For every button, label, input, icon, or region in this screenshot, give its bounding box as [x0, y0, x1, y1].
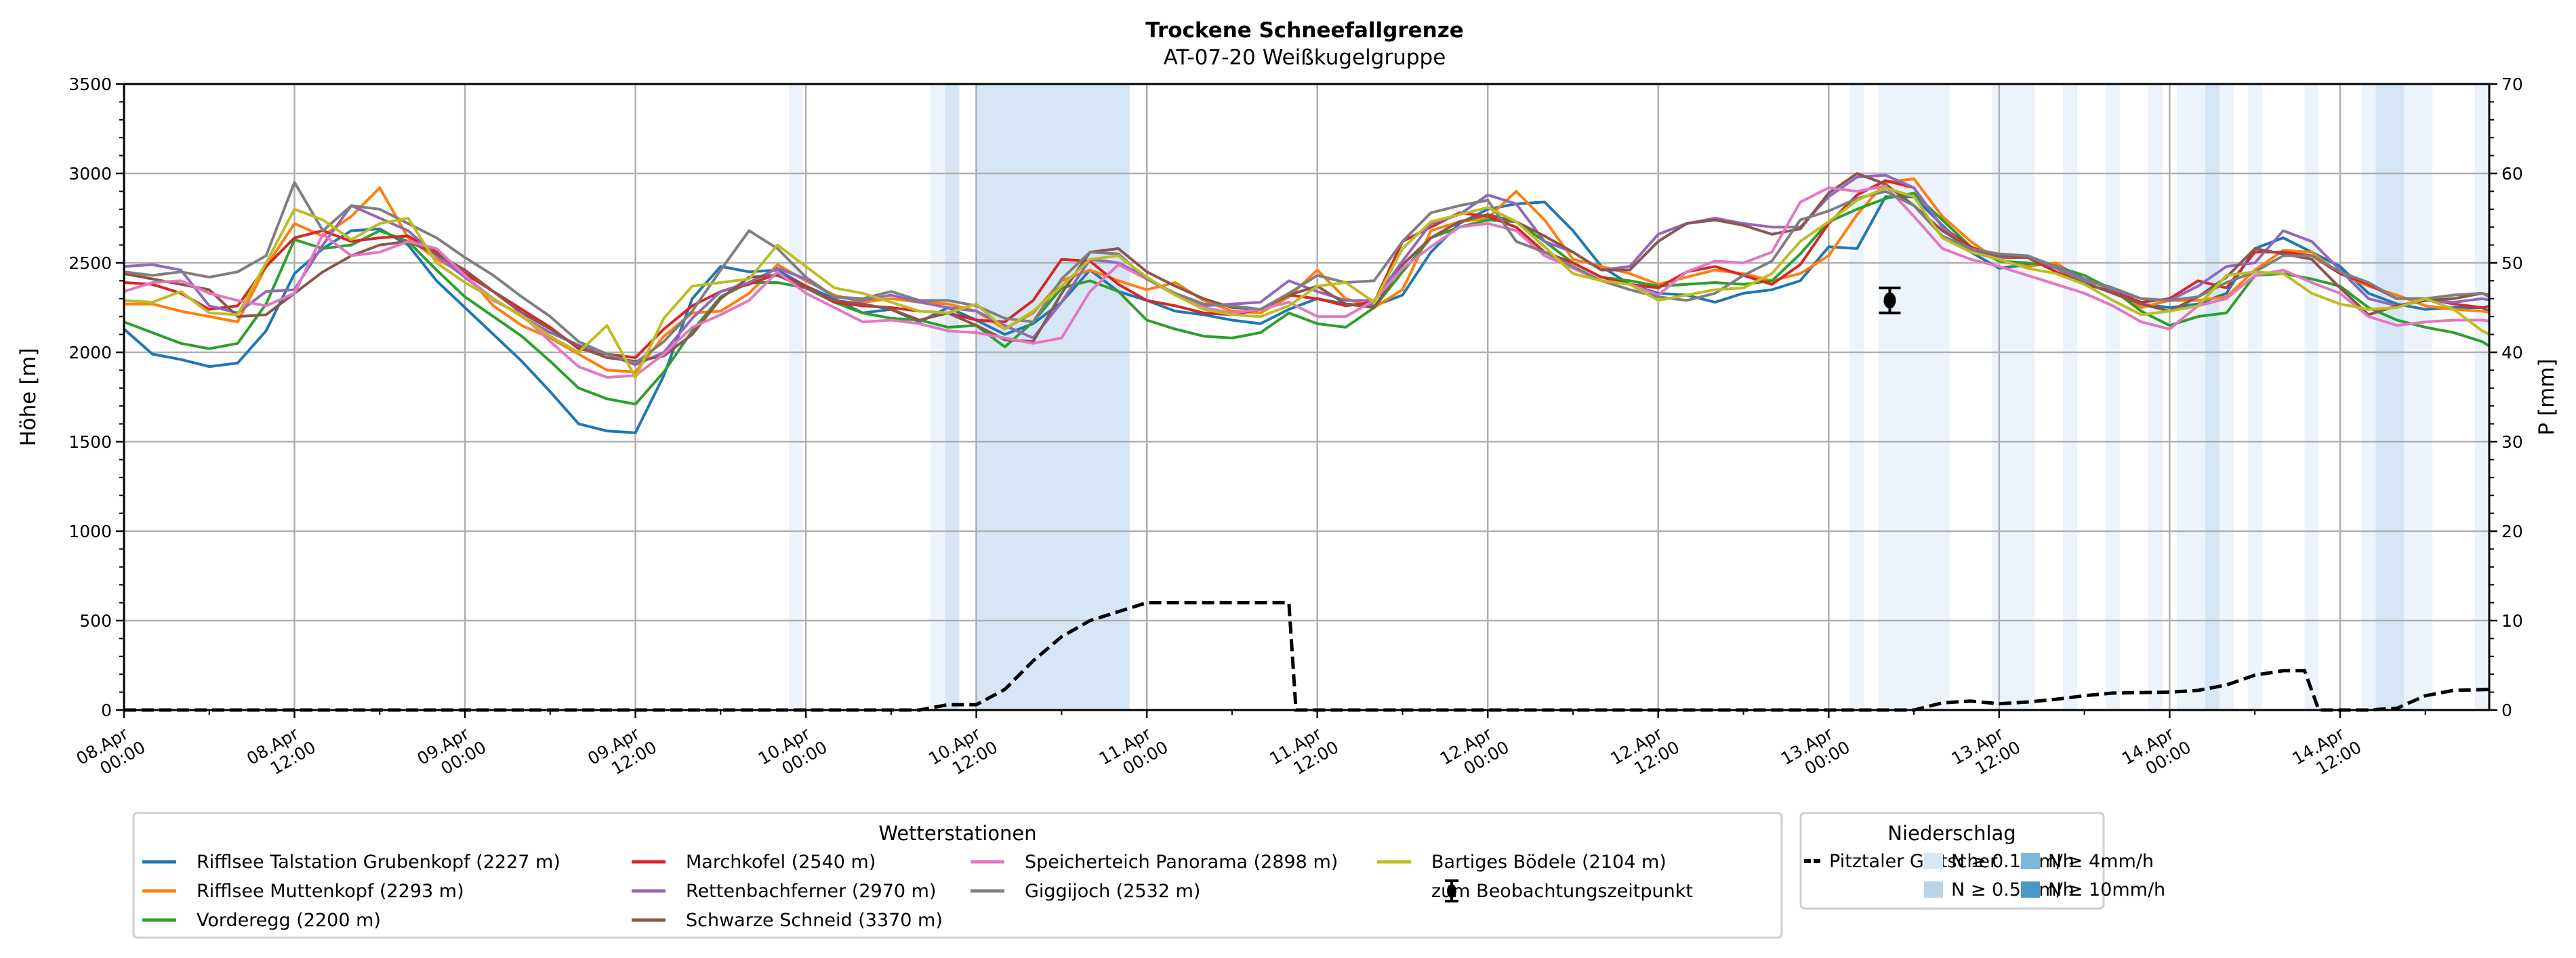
- y-axis-label-left: Höhe [m]: [16, 348, 41, 446]
- y-right-tick-label: 60: [2501, 164, 2523, 184]
- legend-label: Bartiges Bödele (2104 m): [1431, 852, 1667, 873]
- legend-marker-point: [1447, 884, 1456, 898]
- precip-band: [2106, 84, 2121, 710]
- plot-frame: [123, 83, 2491, 711]
- precip-band: [2375, 84, 2405, 710]
- y-tick-label: 3500: [68, 75, 112, 94]
- precip-band: [2205, 84, 2220, 710]
- legend-label: Rifflsee Muttenkopf (2293 m): [197, 881, 464, 902]
- y-right-tick-label: 20: [2501, 522, 2523, 541]
- precip-band: [2063, 84, 2078, 710]
- precip-band: [2304, 84, 2319, 710]
- precip-band: [975, 84, 1130, 710]
- legend-label: zum Beobachtungszeitpunkt: [1431, 881, 1693, 902]
- legend-label: Pitztaler Gletscher: [1829, 851, 1998, 872]
- legend-label: Rettenbachferner (2970 m): [686, 881, 937, 902]
- legend-label: Giggijoch (2532 m): [1025, 881, 1200, 902]
- y-tick-label: 0: [101, 701, 112, 720]
- precip-band: [2361, 84, 2376, 710]
- precip-band: [931, 84, 945, 710]
- y-tick-label: 2000: [68, 343, 112, 362]
- precipitation-series: [124, 601, 2490, 712]
- legend-swatch-patch: [1924, 881, 1943, 898]
- y-tick-label: 500: [79, 611, 112, 631]
- legend-stations: Wetterstationen Rifflsee Talstation Grube…: [132, 812, 1783, 939]
- series-line-8: [124, 181, 2489, 365]
- legend-label: Marchkofel (2540 m): [686, 852, 876, 873]
- y-right-tick-label: 50: [2501, 253, 2523, 273]
- legend-label: Rifflsee Talstation Grubenkopf (2227 m): [197, 852, 560, 873]
- precip-band: [2176, 84, 2205, 710]
- legend-label: N ≥ 10mm/h: [2048, 879, 2165, 900]
- series-line-7: [124, 184, 2489, 379]
- legend-title: Niederschlag: [1887, 822, 2016, 845]
- legend-swatch-patch: [2021, 853, 2040, 869]
- legend-label: Speicherteich Panorama (2898 m): [1025, 852, 1338, 873]
- precip-band: [945, 84, 960, 710]
- y-tick-label: 1000: [68, 522, 112, 541]
- y-right-tick-label: 0: [2501, 701, 2512, 720]
- precip-line-pitztaler-gletscher: [124, 601, 2490, 712]
- y-axis-label-right: P [mm]: [2535, 358, 2559, 435]
- precip-band: [2247, 84, 2262, 710]
- y-tick-label: 1500: [68, 432, 112, 452]
- precip-band: [2404, 84, 2433, 710]
- y-right-tick-label: 70: [2501, 75, 2523, 94]
- legend-label: Vorderegg (2200 m): [197, 910, 381, 931]
- grid: [123, 83, 2489, 711]
- legend-label: Schwarze Schneid (3370 m): [686, 910, 943, 931]
- legend-swatch-patch: [2021, 881, 2040, 898]
- legend-swatch-patch: [1924, 853, 1943, 869]
- y-right-tick-label: 40: [2501, 343, 2523, 362]
- series-line-6: [124, 172, 2489, 363]
- legend-label: N ≥ 4mm/h: [2048, 851, 2154, 872]
- observation-point: [1883, 292, 1896, 309]
- series-line-1: [124, 195, 2489, 434]
- chart-subtitle: AT-07-20 Weißkugelgruppe: [1164, 45, 1446, 70]
- precip-band: [2475, 84, 2489, 710]
- observation-marker: [1879, 286, 1901, 314]
- precip-band: [2148, 84, 2163, 710]
- legend-frame: [132, 812, 1783, 939]
- y-right-tick-label: 10: [2501, 611, 2523, 631]
- precip-band: [2219, 84, 2234, 710]
- station-lines: [124, 172, 2489, 434]
- precipitation-bands: [788, 84, 2489, 710]
- y-tick-label: 2500: [68, 253, 112, 273]
- legend-label: N ≥ 0.1mm/h: [1951, 851, 2074, 872]
- legend-title: Wetterstationen: [878, 822, 1036, 845]
- legend-label: N ≥ 0.5mm/h: [1951, 879, 2074, 900]
- chart-title: Trockene Schneefallgrenze: [1145, 18, 1464, 43]
- y-right-tick-label: 30: [2501, 432, 2523, 452]
- y-tick-label: 3000: [68, 164, 112, 184]
- precip-band: [788, 84, 803, 710]
- series-line-9: [124, 186, 2489, 379]
